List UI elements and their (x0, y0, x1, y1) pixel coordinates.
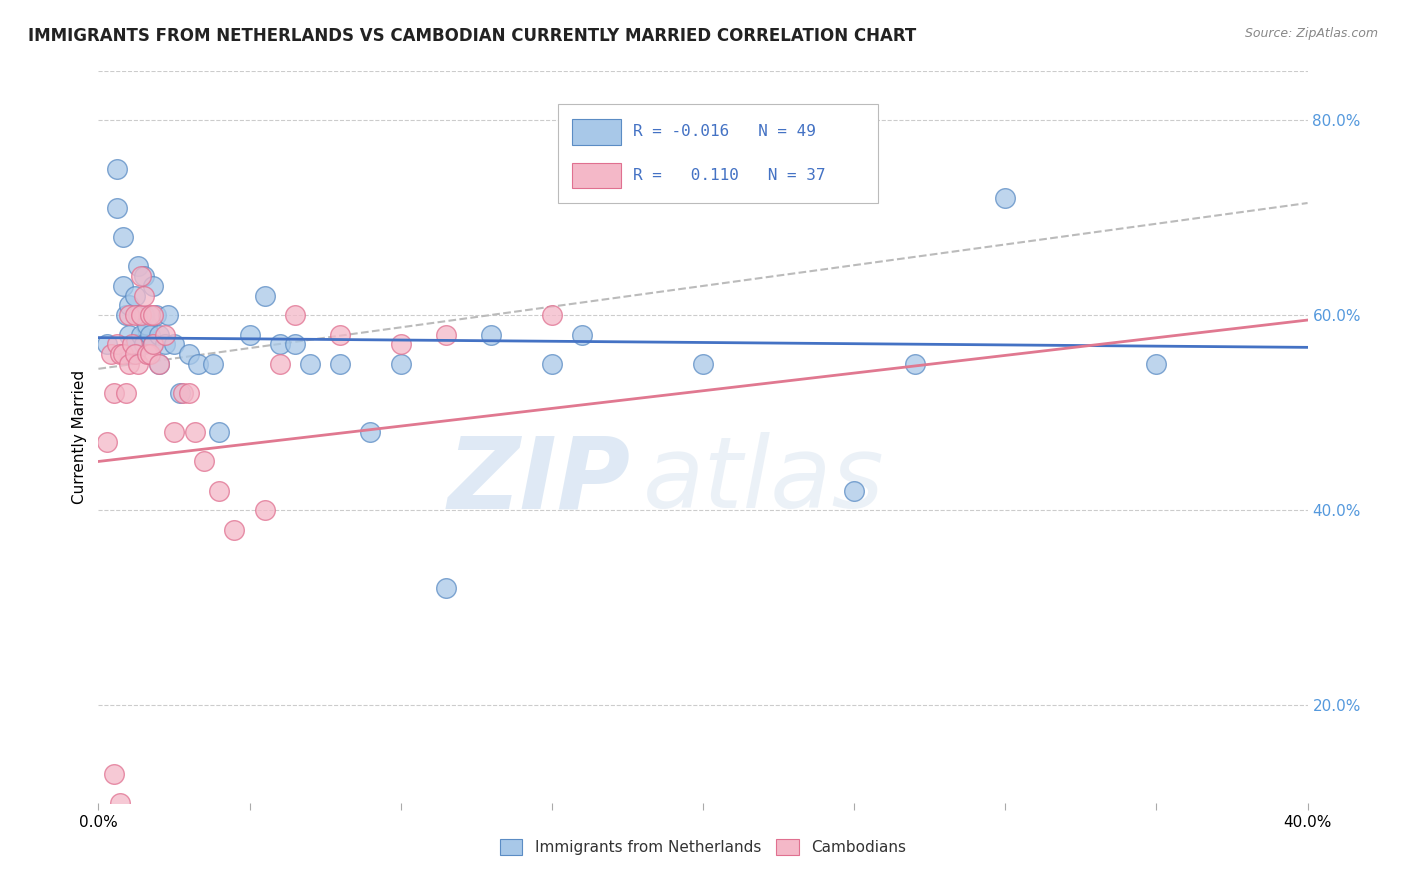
Point (540, 308, 562, 322)
Point (111, 347, 134, 361)
Point (434, 581, 457, 595)
Point (96, 337, 118, 351)
Point (127, 357, 149, 371)
Point (132, 308, 155, 322)
Point (111, 279, 134, 293)
Bar (572, 162, 621, 188)
Point (142, 308, 165, 322)
Point (135, 347, 157, 361)
Point (132, 288, 155, 302)
Point (114, 308, 136, 322)
Point (904, 357, 927, 371)
Point (172, 386, 194, 401)
Point (132, 269, 155, 284)
Point (124, 308, 146, 322)
Point (105, 337, 128, 351)
Point (153, 337, 176, 351)
Point (139, 347, 162, 361)
Point (208, 425, 231, 440)
Point (135, 318, 157, 332)
Point (100, 347, 122, 361)
Text: atlas: atlas (643, 433, 884, 530)
Point (127, 308, 149, 322)
Point (142, 337, 165, 351)
Point (994, 191, 1017, 205)
Point (121, 337, 143, 351)
Point (299, 357, 322, 371)
Point (1144, 357, 1167, 371)
Point (118, 357, 141, 371)
Text: Source: ZipAtlas.com: Source: ZipAtlas.com (1244, 27, 1378, 40)
Text: IMMIGRANTS FROM NETHERLANDS VS CAMBODIAN CURRENTLY MARRIED CORRELATION CHART: IMMIGRANTS FROM NETHERLANDS VS CAMBODIAN… (28, 27, 917, 45)
Point (114, 386, 136, 401)
Point (179, 386, 201, 401)
Point (148, 357, 170, 371)
Point (127, 260, 149, 274)
Point (224, 523, 246, 537)
Point (253, 288, 276, 302)
Point (187, 357, 209, 371)
Point (129, 269, 152, 284)
Point (103, 766, 125, 780)
Point (108, 347, 131, 361)
Point (129, 308, 152, 322)
Point (132, 337, 155, 351)
Point (124, 288, 146, 302)
Point (329, 327, 352, 342)
Point (571, 327, 593, 342)
Point (156, 308, 179, 322)
Point (108, 796, 131, 810)
Point (142, 279, 165, 293)
Point (389, 357, 412, 371)
Point (145, 308, 167, 322)
Point (269, 337, 291, 351)
Point (118, 298, 141, 312)
Point (118, 347, 141, 361)
Point (148, 357, 170, 371)
Point (142, 337, 165, 351)
Text: R =   0.110   N = 37: R = 0.110 N = 37 (633, 168, 825, 183)
Point (124, 337, 146, 351)
Point (148, 327, 170, 342)
Point (139, 327, 162, 342)
Point (111, 230, 134, 244)
Point (124, 347, 146, 361)
Point (253, 503, 276, 517)
Point (540, 357, 562, 371)
Point (284, 337, 307, 351)
Point (118, 308, 141, 322)
Point (139, 308, 162, 322)
Bar (572, 119, 621, 145)
Point (163, 425, 186, 440)
Point (844, 483, 866, 498)
Point (239, 327, 262, 342)
Point (184, 425, 207, 440)
Point (434, 327, 457, 342)
Point (389, 337, 412, 351)
Point (103, 386, 125, 401)
Point (153, 327, 176, 342)
Point (269, 357, 291, 371)
Point (360, 425, 382, 440)
Point (118, 327, 141, 342)
Point (129, 327, 152, 342)
Point (692, 357, 714, 371)
Point (96, 434, 118, 449)
Point (284, 308, 307, 322)
FancyBboxPatch shape (558, 104, 879, 203)
Point (193, 454, 215, 468)
Y-axis label: Currently Married: Currently Married (72, 370, 87, 504)
Point (329, 357, 352, 371)
Point (179, 347, 201, 361)
Text: R = -0.016   N = 49: R = -0.016 N = 49 (633, 124, 815, 139)
Point (481, 327, 503, 342)
Point (105, 201, 128, 215)
Point (202, 357, 225, 371)
Point (208, 483, 231, 498)
Point (163, 337, 186, 351)
Point (105, 161, 128, 176)
Legend: Immigrants from Netherlands, Cambodians: Immigrants from Netherlands, Cambodians (494, 833, 912, 861)
Point (169, 386, 191, 401)
Text: ZIP: ZIP (447, 433, 630, 530)
